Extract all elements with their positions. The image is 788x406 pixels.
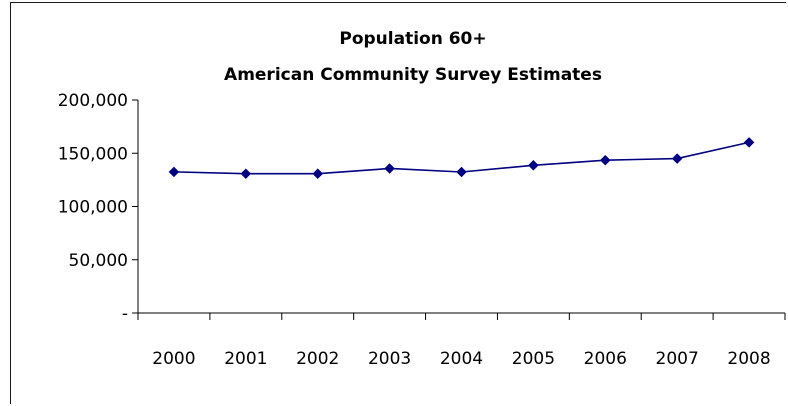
data-point-marker [671,153,683,164]
series-layer [168,137,755,180]
y-tick-label: 100,000 [58,198,128,218]
y-tick-label: 150,000 [58,144,128,164]
chart-frame [10,2,786,404]
x-axis: 2000 2001 2002 2003 2004 2005 2006 2007 2008 [137,312,786,369]
data-point-marker [384,163,395,174]
chart-title: Population 60+ [339,29,486,49]
y-tick-label: 200,000 [58,91,128,111]
y-tick-label: 50,000 [69,251,128,271]
data-point-marker [312,168,324,180]
x-tick-label: 2002 [296,349,339,369]
data-point-marker [528,159,539,171]
x-tick-label: 2007 [656,349,699,369]
y-tick-label: - [122,304,128,324]
y-axis: - 50,000 100,000 150,000 200,000 [58,91,139,324]
x-tick-label: 2000 [152,349,195,369]
data-point-marker [743,137,755,148]
data-point-marker [168,166,180,178]
x-tick-label: 2004 [440,349,483,369]
data-point-marker [240,168,252,180]
x-tick-label: 2001 [224,349,267,369]
x-tick-label: 2006 [584,349,627,369]
x-tick-label: 2005 [512,349,555,369]
x-tick-label: 2003 [368,349,411,369]
data-point-marker [456,166,467,178]
x-tick-label: 2008 [727,349,770,369]
chart-subtitle: American Community Survey Estimates [224,65,602,85]
data-point-marker [599,154,611,166]
